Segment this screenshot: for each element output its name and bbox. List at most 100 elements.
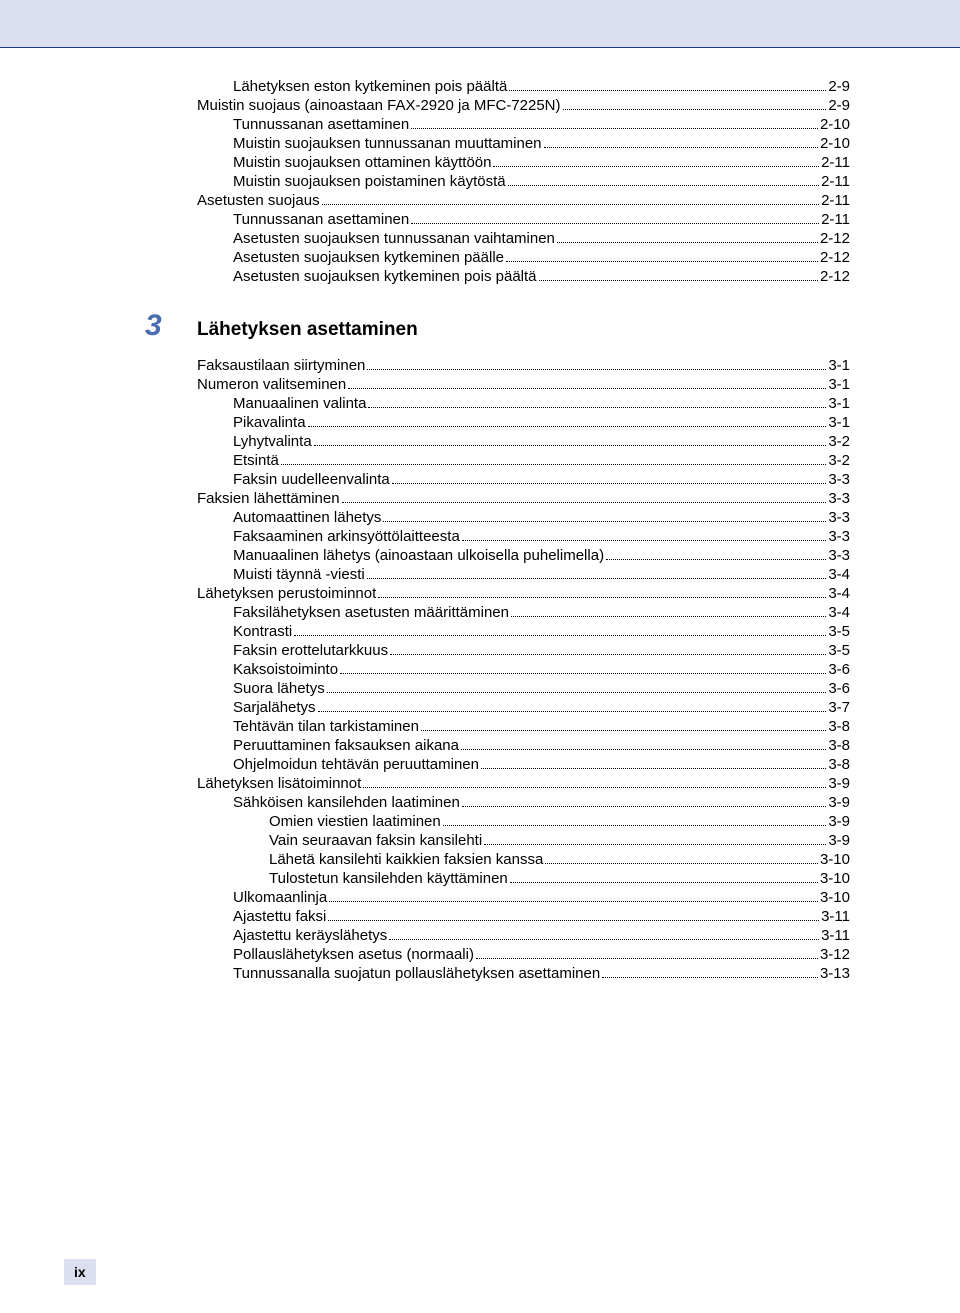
toc-entry[interactable]: Faksin erottelutarkkuus3-5 (145, 642, 850, 659)
toc-entry[interactable]: Muisti täynnä -viesti3-4 (145, 566, 850, 583)
toc-entry-label: Muistin suojauksen poistaminen käytöstä (233, 173, 506, 190)
toc-entry[interactable]: Numeron valitseminen 3-1 (145, 376, 850, 393)
toc-entry-label: Kontrasti (233, 623, 292, 640)
toc-entry-page: 3-11 (821, 927, 850, 944)
toc-entry[interactable]: Muistin suojauksen tunnussanan muuttamin… (145, 135, 850, 152)
toc-entry[interactable]: Lähetyksen eston kytkeminen pois päältä2… (145, 78, 850, 95)
toc-entry-page: 3-12 (820, 946, 850, 963)
toc-entry-label: Sähköisen kansilehden laatiminen (233, 794, 460, 811)
toc-entry-page: 3-3 (828, 528, 850, 545)
toc-entry[interactable]: Lähetyksen perustoiminnot3-4 (145, 585, 850, 602)
toc-leader-dots (389, 939, 819, 940)
toc-leader-dots (484, 844, 826, 845)
toc-entry[interactable]: Peruuttaminen faksauksen aikana3-8 (145, 737, 850, 754)
toc-entry-label: Omien viestien laatiminen (269, 813, 441, 830)
toc-entry[interactable]: Ulkomaanlinja3-10 (145, 889, 850, 906)
toc-entry[interactable]: Manuaalinen valinta3-1 (145, 395, 850, 412)
toc-entry-label: Tunnussanan asettaminen (233, 211, 409, 228)
toc-leader-dots (557, 242, 818, 243)
toc-entry[interactable]: Muistin suojauksen poistaminen käytöstä2… (145, 173, 850, 190)
toc-entry[interactable]: Tunnussanan asettaminen2-11 (145, 211, 850, 228)
chapter-heading: 3 Lähetyksen asettaminen (145, 309, 850, 343)
toc-entry[interactable]: Manuaalinen lähetys (ainoastaan ulkoisel… (145, 547, 850, 564)
toc-entry-label: Vain seuraavan faksin kansilehti (269, 832, 482, 849)
toc-entry-label: Manuaalinen valinta (233, 395, 366, 412)
toc-entry[interactable]: Faksien lähettäminen3-3 (145, 490, 850, 507)
toc-entry-page: 3-10 (820, 889, 850, 906)
toc-entry[interactable]: Sähköisen kansilehden laatiminen 3-9 (145, 794, 850, 811)
toc-entry[interactable]: Ajastettu keräyslähetys3-11 (145, 927, 850, 944)
toc-entry-label: Lähetä kansilehti kaikkien faksien kanss… (269, 851, 543, 868)
toc-entry[interactable]: Asetusten suojaus2-11 (145, 192, 850, 209)
toc-entry-label: Asetusten suojauksen kytkeminen pois pää… (233, 268, 537, 285)
toc-entry[interactable]: Tunnussanan asettaminen2-10 (145, 116, 850, 133)
toc-entry[interactable]: Asetusten suojauksen tunnussanan vaihtam… (145, 230, 850, 247)
toc-entry-page: 3-7 (828, 699, 850, 716)
toc-entry[interactable]: Kaksoistoiminto3-6 (145, 661, 850, 678)
toc-entry[interactable]: Lähetä kansilehti kaikkien faksien kanss… (145, 851, 850, 868)
toc-leader-dots (392, 483, 827, 484)
toc-entry[interactable]: Lähetyksen lisätoiminnot3-9 (145, 775, 850, 792)
toc-entry[interactable]: Asetusten suojauksen kytkeminen pois pää… (145, 268, 850, 285)
toc-leader-dots (367, 369, 826, 370)
toc-entry[interactable]: Faksaaminen arkinsyöttölaitteesta3-3 (145, 528, 850, 545)
toc-entry[interactable]: Suora lähetys3-6 (145, 680, 850, 697)
toc-entry[interactable]: Tehtävän tilan tarkistaminen3-8 (145, 718, 850, 735)
toc-entry[interactable]: Lyhytvalinta 3-2 (145, 433, 850, 450)
toc-leader-dots (461, 749, 826, 750)
toc-entry-page: 3-2 (828, 433, 850, 450)
toc-entry-label: Numeron valitseminen (197, 376, 346, 393)
toc-leader-dots (328, 920, 819, 921)
toc-entry-label: Faksaustilaan siirtyminen (197, 357, 365, 374)
toc-entry-label: Automaattinen lähetys (233, 509, 381, 526)
toc-leader-dots (511, 616, 826, 617)
toc-entry[interactable]: Asetusten suojauksen kytkeminen päälle2-… (145, 249, 850, 266)
toc-entry-label: Lyhytvalinta (233, 433, 312, 450)
toc-entry[interactable]: Faksin uudelleenvalinta 3-3 (145, 471, 850, 488)
toc-entry-page: 3-3 (828, 509, 850, 526)
toc-entry-page: 3-4 (828, 585, 850, 602)
toc-entry[interactable]: Faksaustilaan siirtyminen 3-1 (145, 357, 850, 374)
toc-leader-dots (348, 388, 826, 389)
toc-entry-label: Asetusten suojauksen kytkeminen päälle (233, 249, 504, 266)
toc-entry[interactable]: Etsintä3-2 (145, 452, 850, 469)
toc-entry[interactable]: Tunnussanalla suojatun pollauslähetyksen… (145, 965, 850, 982)
toc-entry[interactable]: Ohjelmoidun tehtävän peruuttaminen 3-8 (145, 756, 850, 773)
toc-leader-dots (329, 901, 818, 902)
toc-entry[interactable]: Faksilähetyksen asetusten määrittäminen3… (145, 604, 850, 621)
toc-content: Lähetyksen eston kytkeminen pois päältä2… (0, 48, 960, 982)
toc-entry-label: Faksilähetyksen asetusten määrittäminen (233, 604, 509, 621)
toc-entry[interactable]: Sarjalähetys3-7 (145, 699, 850, 716)
toc-entry[interactable]: Pikavalinta3-1 (145, 414, 850, 431)
toc-entry-label: Tehtävän tilan tarkistaminen (233, 718, 419, 735)
toc-leader-dots (308, 426, 827, 427)
toc-leader-dots (363, 787, 826, 788)
toc-leader-dots (421, 730, 826, 731)
toc-entry-label: Lähetyksen lisätoiminnot (197, 775, 361, 792)
toc-entry[interactable]: Kontrasti3-5 (145, 623, 850, 640)
toc-entry-label: Faksin uudelleenvalinta (233, 471, 390, 488)
toc-entry[interactable]: Omien viestien laatiminen3-9 (145, 813, 850, 830)
toc-entry[interactable]: Ajastettu faksi3-11 (145, 908, 850, 925)
toc-entry-page: 3-3 (828, 471, 850, 488)
toc-entry[interactable]: Vain seuraavan faksin kansilehti3-9 (145, 832, 850, 849)
toc-leader-dots (508, 185, 819, 186)
toc-entry[interactable]: Muistin suojauksen ottaminen käyttöön2-1… (145, 154, 850, 171)
toc-entry-label: Ohjelmoidun tehtävän peruuttaminen (233, 756, 479, 773)
toc-entry-page: 3-9 (828, 794, 850, 811)
toc-entry[interactable]: Pollauslähetyksen asetus (normaali)3-12 (145, 946, 850, 963)
toc-entry-label: Tulostetun kansilehden käyttäminen (269, 870, 508, 887)
toc-entry-page: 3-8 (828, 756, 850, 773)
toc-entry-page: 2-9 (828, 78, 850, 95)
toc-entry[interactable]: Automaattinen lähetys 3-3 (145, 509, 850, 526)
toc-entry-page: 3-1 (828, 376, 850, 393)
toc-entry-page: 3-1 (828, 357, 850, 374)
toc-entry-page: 3-1 (828, 414, 850, 431)
toc-entry-page: 3-13 (820, 965, 850, 982)
toc-leader-dots (481, 768, 826, 769)
toc-section-1: Lähetyksen eston kytkeminen pois päältä2… (145, 78, 850, 285)
toc-entry[interactable]: Tulostetun kansilehden käyttäminen3-10 (145, 870, 850, 887)
toc-entry[interactable]: Muistin suojaus (ainoastaan FAX-2920 ja … (145, 97, 850, 114)
toc-leader-dots (602, 977, 818, 978)
page-number: ix (74, 1264, 86, 1280)
